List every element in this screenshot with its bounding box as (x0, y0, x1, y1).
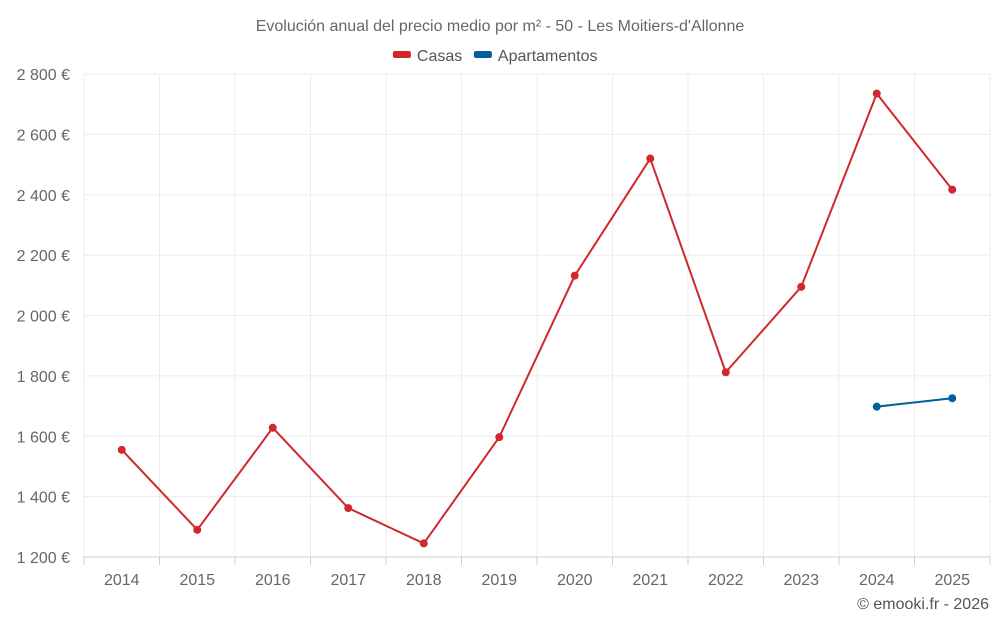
x-tick-label: 2025 (934, 572, 970, 589)
data-point-casas (948, 185, 957, 194)
data-point-apartamentos (948, 394, 957, 403)
legend: Casas Apartamentos (392, 48, 598, 65)
x-tick-label: 2015 (179, 572, 215, 589)
y-tick-label: 2 800 € (17, 67, 70, 84)
data-point-casas (344, 504, 353, 513)
data-point-casas (570, 271, 579, 280)
x-tick-label: 2016 (255, 572, 291, 589)
y-tick-label: 2 200 € (17, 248, 70, 265)
legend-swatch-apartamentos (473, 51, 492, 58)
legend-swatch-casas (392, 51, 411, 58)
x-tick-label: 2020 (557, 572, 593, 589)
y-tick-label: 2 000 € (17, 309, 70, 326)
x-tick-label: 2017 (330, 572, 366, 589)
x-tick-label: 2024 (859, 572, 895, 589)
x-tick-label: 2021 (632, 572, 668, 589)
chart-title: Evolución anual del precio medio por m² … (256, 18, 745, 35)
data-point-casas (872, 89, 881, 98)
data-point-casas (117, 445, 126, 454)
x-tick-label: 2014 (104, 572, 140, 589)
x-tick-label: 2019 (481, 572, 517, 589)
data-point-casas (419, 539, 428, 548)
series-line-apartamentos (875, 397, 954, 408)
y-tick-label: 1 600 € (17, 429, 70, 446)
x-tick-label: 2018 (406, 572, 442, 589)
x-tick-label: 2023 (783, 572, 819, 589)
x-axis: 2014 2015 2016 2017 2018 2019 2020 2021 2022 2023… (83, 556, 991, 589)
y-axis: 1 200 € 1 400 € 1 600 € 1 800 € 2 000 € 2 200… (17, 67, 70, 567)
y-tick-label: 2 400 € (17, 188, 70, 205)
x-tick-label: 2022 (708, 572, 744, 589)
legend-label-apartamentos: Apartamentos (498, 48, 598, 65)
legend-label-casas: Casas (417, 48, 462, 65)
data-point-casas (721, 368, 730, 377)
data-point-casas (797, 282, 806, 291)
data-point-apartamentos (872, 402, 881, 411)
y-tick-label: 1 400 € (17, 490, 70, 507)
grid (83, 73, 991, 557)
y-tick-label: 1 800 € (17, 369, 70, 386)
y-tick-label: 1 200 € (17, 550, 70, 567)
series-layer (117, 89, 957, 548)
y-tick-label: 2 600 € (17, 127, 70, 144)
data-point-casas (495, 433, 504, 442)
data-point-casas (268, 423, 277, 432)
data-point-casas (193, 525, 202, 534)
credit-text: © emooki.fr - 2026 (857, 596, 989, 613)
data-point-casas (646, 154, 655, 163)
series-line-casas (120, 92, 954, 545)
